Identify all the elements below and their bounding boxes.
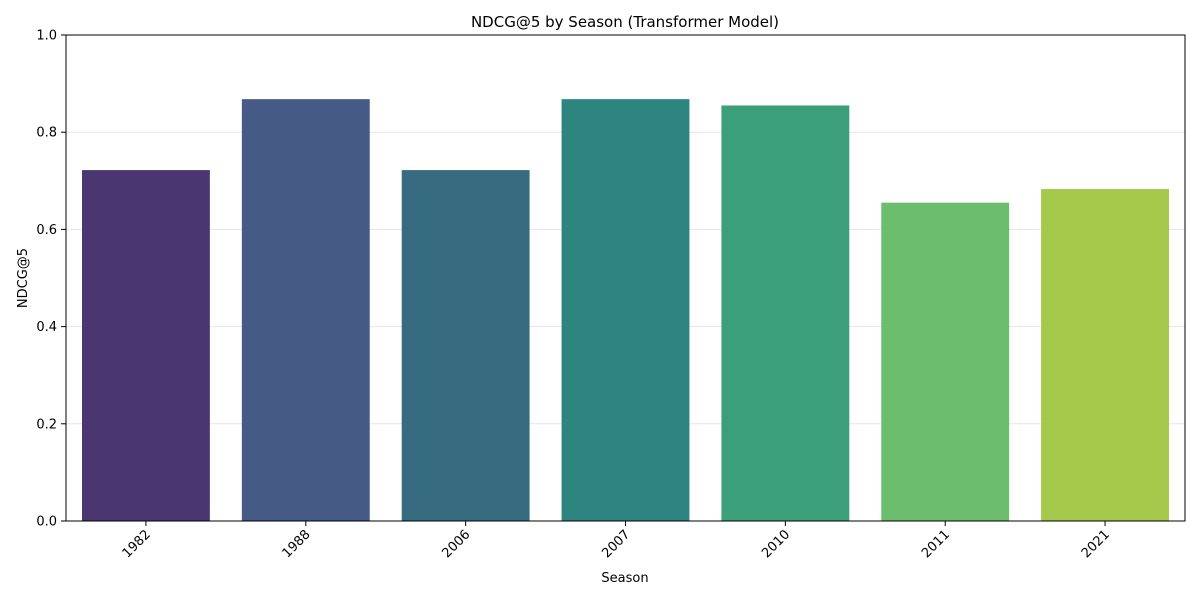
bar-1982	[81, 170, 210, 521]
bar-2007	[561, 99, 690, 521]
bars	[81, 99, 1170, 522]
y-tick-label: 0.6	[36, 223, 57, 238]
y-tick-label: 0.8	[36, 126, 57, 141]
x-tick-label: 2007	[599, 527, 633, 561]
y-tick-label: 0.4	[36, 320, 57, 335]
x-tick-label: 1982	[120, 527, 154, 561]
x-axis: 1982 1988 2006 2007 2010 2011 2021	[120, 521, 1113, 561]
bar-2010	[721, 105, 850, 521]
bar-2006	[401, 170, 530, 521]
y-tick-label: 0.2	[36, 417, 57, 432]
x-tick-label: 1988	[280, 527, 314, 561]
bar-2011	[881, 202, 1010, 522]
y-tick-label: 0.0	[36, 515, 57, 530]
y-tick-label: 1.0	[36, 29, 57, 44]
y-axis-label: NDCG@5	[16, 248, 31, 308]
bar-2021	[1041, 189, 1170, 521]
y-axis: 0.0 0.2 0.4 0.6 0.8 1.0	[36, 29, 66, 530]
x-axis-label: Season	[601, 571, 648, 586]
x-tick-label: 2021	[1079, 527, 1113, 561]
chart-title: NDCG@5 by Season (Transformer Model)	[471, 13, 779, 31]
x-tick-label: 2010	[759, 527, 793, 561]
x-tick-label: 2011	[919, 527, 953, 561]
x-tick-label: 2006	[439, 527, 473, 561]
bar-1988	[241, 99, 370, 521]
